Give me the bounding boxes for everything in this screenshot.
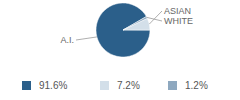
svg-text:ASIAN: ASIAN xyxy=(164,6,191,16)
svg-text:A.I.: A.I. xyxy=(60,35,74,45)
html-text:7.2%: 7.2% xyxy=(117,80,140,91)
html-text:1.2%: 1.2% xyxy=(185,80,208,91)
html-text:91.6%: 91.6% xyxy=(39,80,68,91)
svg-text:WHITE: WHITE xyxy=(164,16,193,26)
